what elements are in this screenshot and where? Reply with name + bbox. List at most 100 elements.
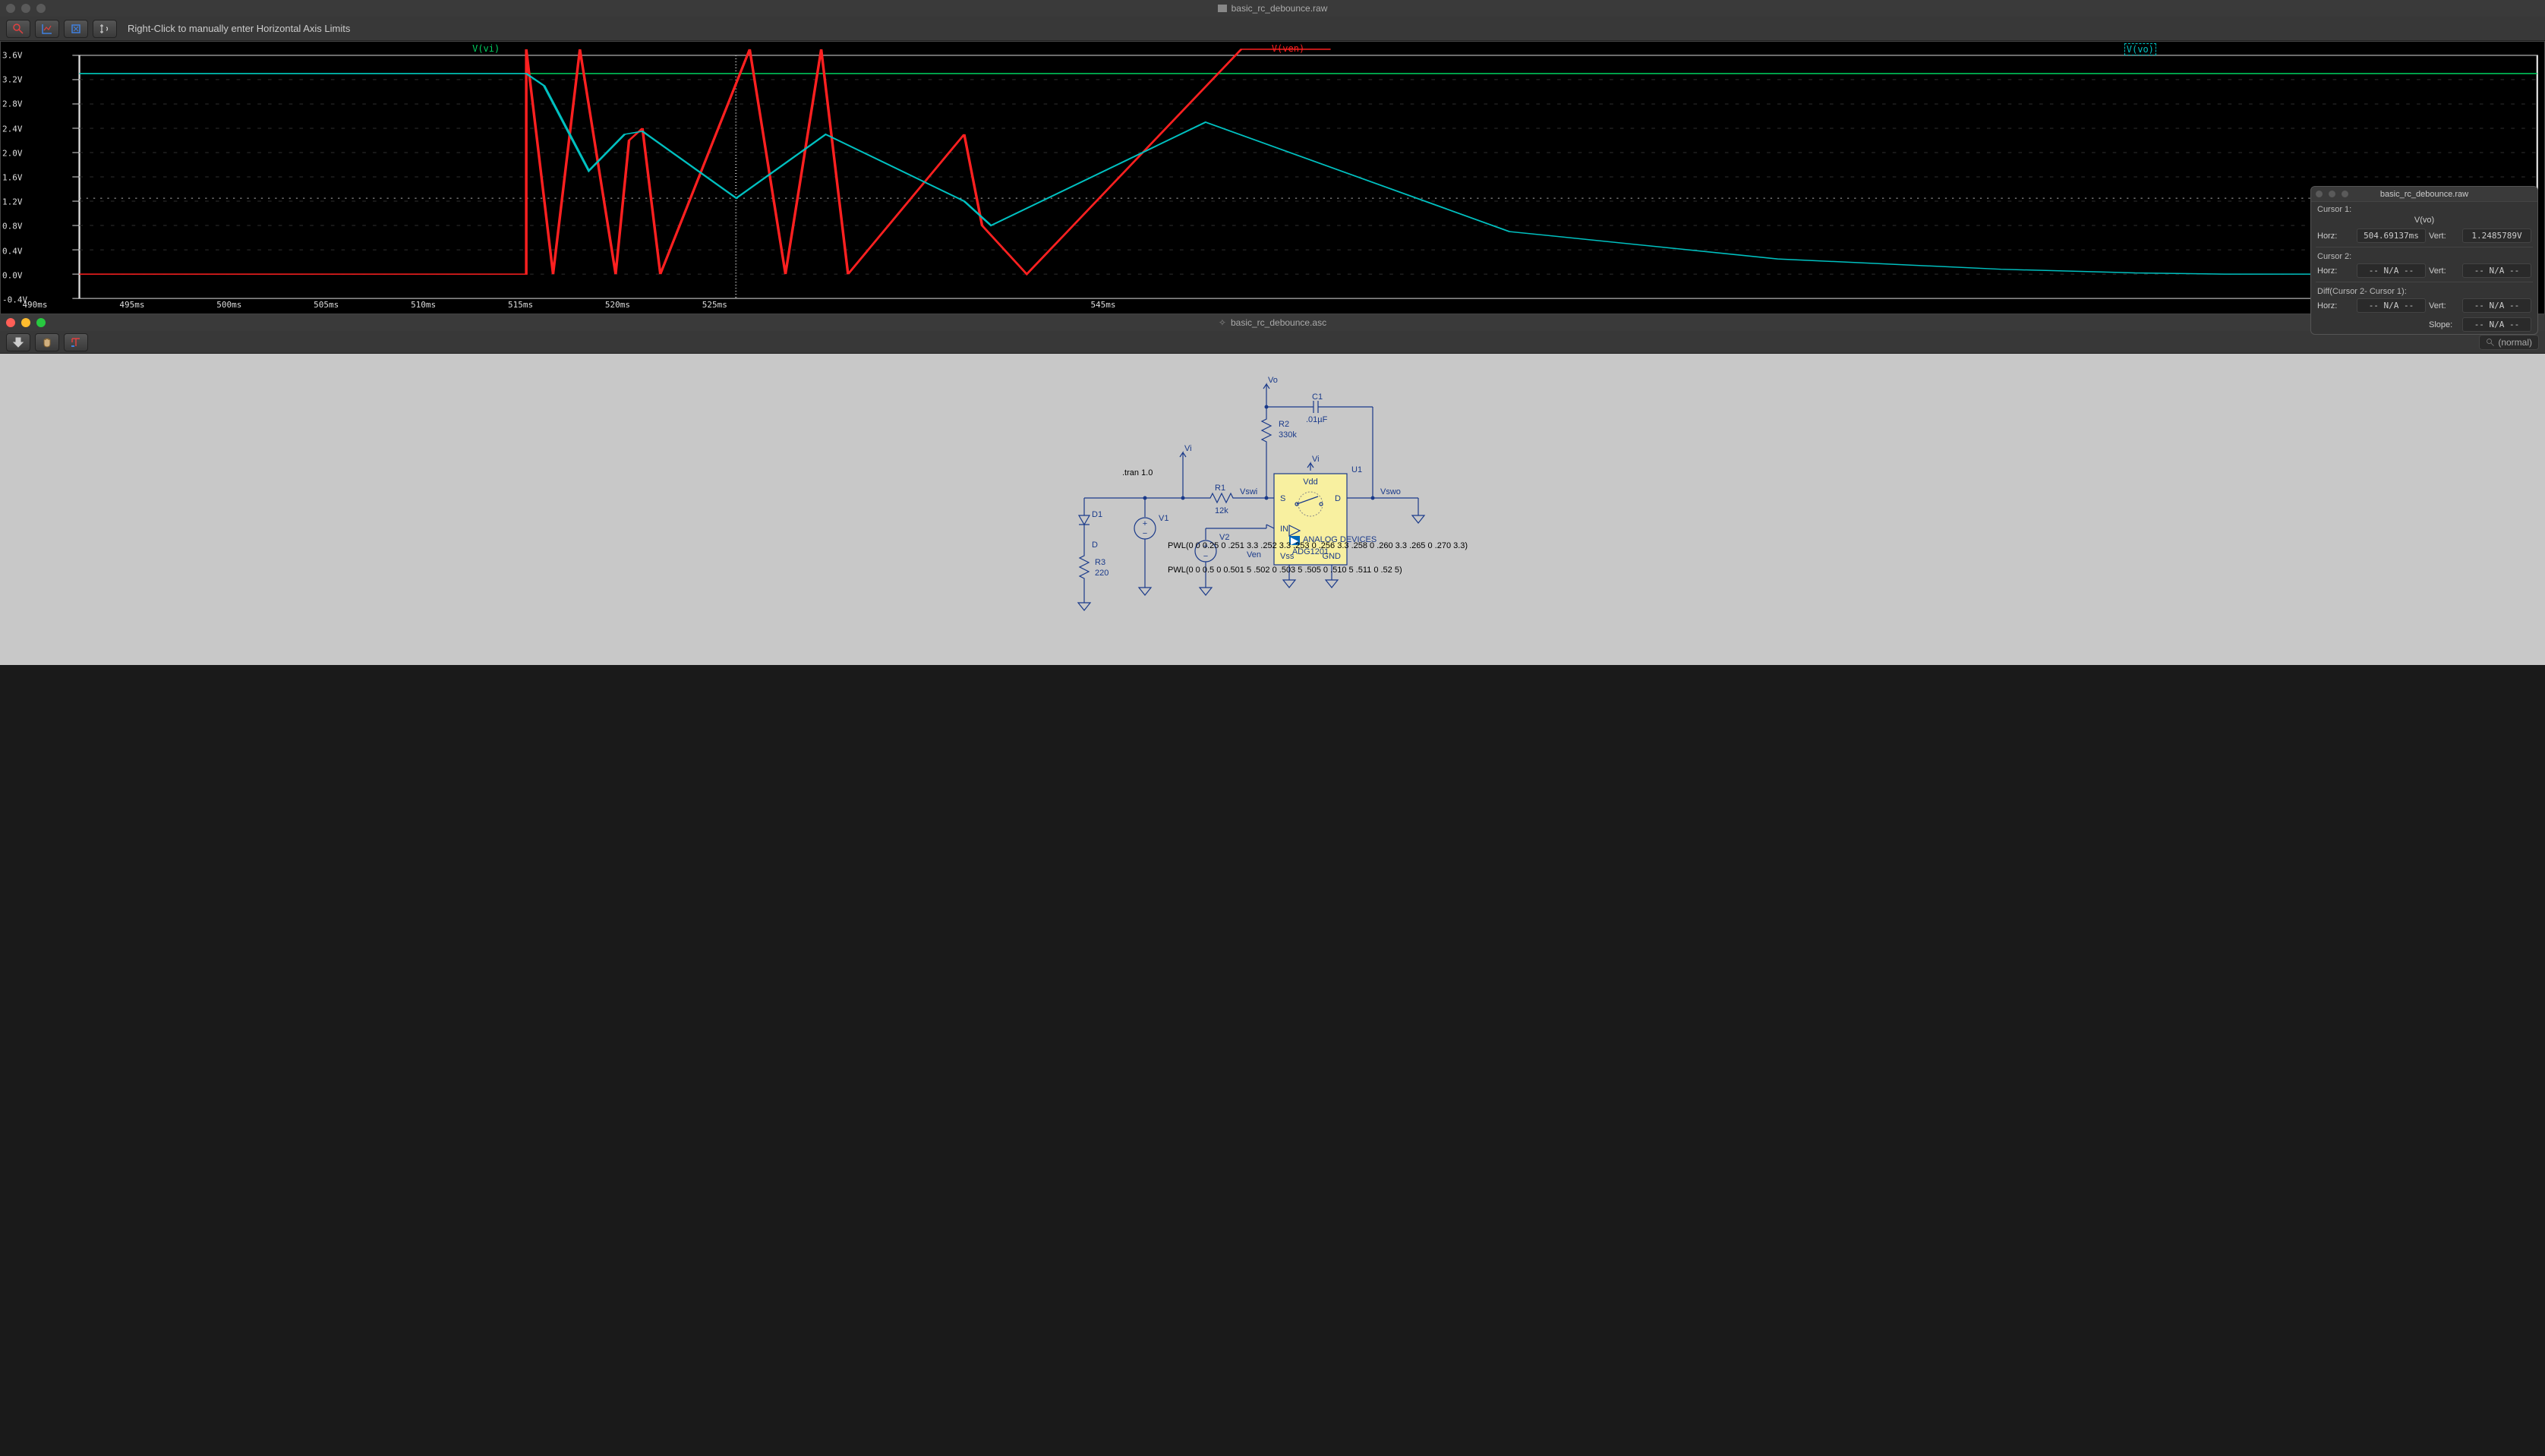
x-tick-label: 510ms bbox=[411, 300, 436, 310]
zoom-icon[interactable] bbox=[2342, 191, 2348, 197]
svg-text:S: S bbox=[1280, 494, 1285, 503]
schematic-svg: VoC1.01µFR2330kViR112kVswi+−V1D1DR3220+−… bbox=[0, 354, 2545, 665]
y-tick-label: 3.2V bbox=[2, 75, 23, 85]
svg-text:U1: U1 bbox=[1351, 465, 1362, 474]
svg-text:Vo: Vo bbox=[1268, 376, 1278, 385]
y-tick-label: 0.0V bbox=[2, 270, 23, 280]
schematic-titlebar[interactable]: ✧ basic_rc_debounce.asc bbox=[0, 314, 2545, 331]
cursor1-signal[interactable]: V(vo) bbox=[2311, 214, 2537, 226]
trace-label-vvo[interactable]: V(vo) bbox=[2124, 43, 2156, 55]
minimize-icon[interactable] bbox=[21, 318, 30, 327]
zoom-icon[interactable] bbox=[36, 318, 46, 327]
trace-label-vven[interactable]: V(ven) bbox=[1272, 43, 1304, 54]
svg-text:PWL(0 0 0.5 0 0.501 5 .502 0 .: PWL(0 0 0.5 0 0.501 5 .502 0 .503 5 .505… bbox=[1168, 566, 1402, 575]
svg-text:D1: D1 bbox=[1092, 510, 1102, 519]
svg-text:IN: IN bbox=[1280, 525, 1288, 534]
schematic-canvas[interactable]: VoC1.01µFR2330kViR112kVswi+−V1D1DR3220+−… bbox=[0, 354, 2545, 665]
cursor-tool-button[interactable] bbox=[93, 20, 117, 38]
x-tick-label: 525ms bbox=[702, 300, 727, 310]
close-icon[interactable] bbox=[2316, 191, 2323, 197]
svg-text:Vi: Vi bbox=[1184, 444, 1192, 453]
cursor2-label: Cursor 2: bbox=[2311, 249, 2537, 261]
plot-svg bbox=[1, 42, 2544, 314]
svg-text:+: + bbox=[1143, 519, 1147, 528]
x-tick-label: 520ms bbox=[605, 300, 630, 310]
trace-label-vvi[interactable]: V(vi) bbox=[472, 43, 500, 54]
x-tick-label: 500ms bbox=[216, 300, 241, 310]
schematic-toolbar: (normal) bbox=[0, 331, 2545, 354]
svg-text:C1: C1 bbox=[1312, 392, 1323, 402]
y-tick-label: 0.8V bbox=[2, 222, 23, 232]
document-icon: ✧ bbox=[1219, 317, 1226, 328]
cursor-panel-titlebar[interactable]: basic_rc_debounce.raw bbox=[2311, 187, 2537, 202]
window-title: ✧ basic_rc_debounce.asc bbox=[1219, 317, 1326, 328]
y-tick-label: 1.6V bbox=[2, 173, 23, 183]
schematic-window: ✧ basic_rc_debounce.asc (normal) Vo C1 .01… bbox=[0, 314, 2545, 665]
y-tick-label: 2.4V bbox=[2, 124, 23, 134]
svg-text:Vswi: Vswi bbox=[1240, 487, 1257, 496]
slope-value: -- N/A -- bbox=[2462, 317, 2531, 332]
cursor-panel[interactable]: basic_rc_debounce.raw Cursor 1: V(vo) Ho… bbox=[2310, 186, 2538, 335]
waveform-toolbar: Right-Click to manually enter Horizontal… bbox=[0, 17, 2545, 41]
document-icon bbox=[1218, 5, 1227, 12]
cursor1-label: Cursor 1: bbox=[2311, 202, 2537, 214]
svg-text:Vswo: Vswo bbox=[1380, 487, 1401, 496]
zoom-tool-button[interactable] bbox=[6, 20, 30, 38]
window-title: basic_rc_debounce.raw bbox=[1218, 3, 1328, 14]
vert-label: Vert: bbox=[2429, 301, 2459, 310]
close-icon[interactable] bbox=[6, 318, 15, 327]
svg-text:Vi: Vi bbox=[1312, 455, 1320, 464]
net-tool-button[interactable] bbox=[64, 333, 88, 351]
svg-text:R3: R3 bbox=[1095, 558, 1105, 567]
cursor2-horz-value[interactable]: -- N/A -- bbox=[2357, 263, 2426, 278]
cursor1-horz-value[interactable]: 504.69137ms bbox=[2357, 228, 2426, 243]
svg-text:12k: 12k bbox=[1215, 506, 1228, 515]
y-tick-label: 1.2V bbox=[2, 197, 23, 207]
slope-label: Slope: bbox=[2429, 320, 2459, 329]
close-icon[interactable] bbox=[6, 4, 15, 13]
horz-label: Horz: bbox=[2317, 232, 2354, 241]
diff-label: Diff(Cursor 2- Cursor 1): bbox=[2311, 284, 2537, 296]
x-tick-label: 495ms bbox=[119, 300, 144, 310]
search-mode-text: (normal) bbox=[2498, 337, 2532, 348]
svg-text:D: D bbox=[1092, 540, 1098, 550]
waveform-window: basic_rc_debounce.raw Right-Click to man… bbox=[0, 0, 2545, 314]
cursor-panel-title: basic_rc_debounce.raw bbox=[2380, 190, 2468, 199]
minimize-icon[interactable] bbox=[21, 4, 30, 13]
svg-text:Ven: Ven bbox=[1247, 550, 1261, 559]
waveform-titlebar[interactable]: basic_rc_debounce.raw bbox=[0, 0, 2545, 17]
diff-vert-value: -- N/A -- bbox=[2462, 298, 2531, 313]
svg-text:V1: V1 bbox=[1159, 514, 1168, 523]
y-axis: 3.6V3.2V2.8V2.4V2.0V1.6V1.2V0.8V0.4V0.0V… bbox=[2, 42, 34, 298]
autoscale-button[interactable] bbox=[64, 20, 88, 38]
trace-labels: V(vi) V(ven) V(vo) bbox=[35, 43, 2541, 55]
run-button[interactable] bbox=[6, 333, 30, 351]
diff-horz-value: -- N/A -- bbox=[2357, 298, 2426, 313]
traffic-lights bbox=[2316, 191, 2348, 197]
cursor1-vert-value[interactable]: 1.2485789V bbox=[2462, 228, 2531, 243]
vert-label: Vert: bbox=[2429, 266, 2459, 276]
search-box[interactable]: (normal) bbox=[2479, 335, 2539, 350]
x-tick-label: 490ms bbox=[22, 300, 47, 310]
search-icon bbox=[2486, 338, 2495, 347]
cursor2-vert-value[interactable]: -- N/A -- bbox=[2462, 263, 2531, 278]
traffic-lights bbox=[6, 4, 46, 13]
zoom-icon[interactable] bbox=[36, 4, 46, 13]
svg-text:D: D bbox=[1335, 494, 1341, 503]
hand-tool-button[interactable] bbox=[35, 333, 59, 351]
svg-text:330k: 330k bbox=[1279, 430, 1297, 440]
x-tick-label: 545ms bbox=[1090, 300, 1115, 310]
title-text: basic_rc_debounce.asc bbox=[1231, 317, 1326, 328]
svg-text:−: − bbox=[1203, 552, 1208, 561]
svg-text:R1: R1 bbox=[1215, 484, 1225, 493]
plot-area[interactable]: 3.6V3.2V2.8V2.4V2.0V1.6V1.2V0.8V0.4V0.0V… bbox=[0, 41, 2545, 314]
x-tick-label: 515ms bbox=[508, 300, 533, 310]
x-axis: 490ms495ms500ms505ms510ms515ms520ms525ms… bbox=[35, 300, 2541, 312]
svg-text:220: 220 bbox=[1095, 569, 1109, 578]
axes-tool-button[interactable] bbox=[35, 20, 59, 38]
svg-text:−: − bbox=[1143, 529, 1147, 538]
minimize-icon[interactable] bbox=[2329, 191, 2335, 197]
vert-label: Vert: bbox=[2429, 232, 2459, 241]
svg-text:.01µF: .01µF bbox=[1306, 415, 1328, 424]
y-tick-label: 2.8V bbox=[2, 99, 23, 109]
